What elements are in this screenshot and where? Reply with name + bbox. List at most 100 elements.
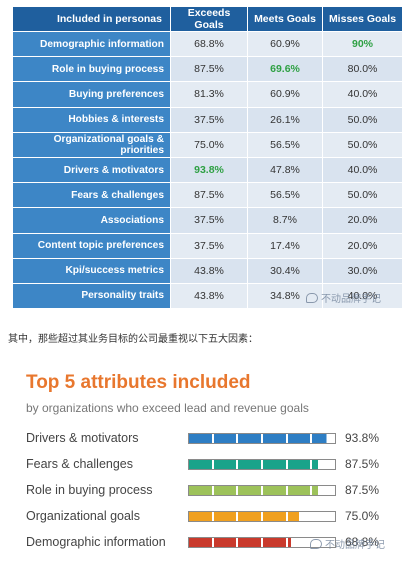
chart-bar [188,433,336,444]
chart-bar-segment [189,434,214,443]
chart-bar-segment [213,512,239,521]
chart-bar-segment [238,486,264,495]
chart-bar-segment [312,460,335,469]
table-cell: 56.5% [247,131,323,158]
table-cell: 43.8% [170,282,248,310]
table-row: Content topic preferences 37.5% 17.4% 20.0% [12,232,403,259]
chart-bar-segment [287,512,313,521]
chart-row: Demographic information 68.8% [0,532,403,554]
chart-bar-segment [263,512,288,521]
table-cell: 90% [322,30,403,58]
chart-value-label: 87.5% [345,483,380,497]
table-header-row: Included in personas Exceeds Goals Meets… [12,6,403,32]
chart-bar-segment [312,512,335,521]
chart-category-label: Demographic information [26,535,166,549]
table-cell: 60.9% [247,81,323,108]
chart-bar-segment [189,538,214,547]
chart-category-label: Organizational goals [26,509,140,523]
row-label: Personality traits [12,282,171,310]
chart-bar-segment [213,460,239,469]
chart-value-label: 68.8% [345,535,380,549]
header-exceeds-goals: Exceeds Goals [170,6,248,32]
table-row: Organizational goals & priorities 75.0% 56… [12,131,403,158]
wechat-icon [310,538,322,549]
table-cell: 93.8% [170,156,248,184]
table-cell: 80.0% [322,56,403,83]
table-row: Role in buying process 87.5% 69.6% 80.0% [12,56,403,83]
chart-bar-segment [238,538,264,547]
chart-value-label: 87.5% [345,457,380,471]
wechat-icon [306,292,318,303]
chart-bar [188,485,336,496]
chart-bar-segment [263,460,288,469]
table-row: Drivers & motivators 93.8% 47.8% 40.0% [12,156,403,184]
chart-bar-segment [287,434,313,443]
chart-category-label: Drivers & motivators [26,431,139,445]
chart-bar-segment [312,538,335,547]
chart-bar-segment [312,434,335,443]
chart-bar [188,537,336,548]
chart-bar-segment [287,460,313,469]
chart-bar-segment [238,434,264,443]
row-label: Organizational goals & priorities [12,131,171,158]
chart-row: Drivers & motivators 93.8% [0,428,403,450]
table-cell: 8.7% [247,207,323,234]
watermark-text: 不动品牌手记 [321,294,381,305]
table-cell: 20.0% [322,232,403,259]
chart-bar-segment [287,538,313,547]
watermark-text: 不动品牌手记 [325,540,385,551]
chart-bar [188,511,336,522]
chart-bar-segment [213,486,239,495]
header-meets-goals: Meets Goals [247,6,323,32]
row-label: Fears & challenges [12,182,171,209]
table-cell: 50.0% [322,131,403,158]
table-row: Associations 37.5% 8.7% 20.0% [12,207,403,234]
table-cell: 43.8% [170,257,248,284]
top-attributes-chart: Top 5 attributes included by organizatio… [0,350,403,565]
table-cell: 37.5% [170,232,248,259]
table-cell: 30.0% [322,257,403,284]
row-label: Associations [12,207,171,234]
chart-row: Fears & challenges 87.5% [0,454,403,476]
watermark-bottom: 不动品牌手记 [310,536,385,551]
table-cell: 30.4% [247,257,323,284]
table-cell: 20.0% [322,207,403,234]
chart-subtitle: by organizations who exceed lead and rev… [26,401,309,415]
chart-bar-segment [213,434,239,443]
chart-bar-segment [238,460,264,469]
table-cell: 40.0% [322,81,403,108]
table-cell: 50.0% [322,182,403,209]
chart-row: Role in buying process 87.5% [0,480,403,502]
chart-value-label: 75.0% [345,509,380,523]
table-cell: 40.0% [322,282,403,310]
table-cell: 75.0% [170,131,248,158]
chart-bar-segment [213,538,239,547]
row-label: Buying preferences [12,81,171,108]
chart-bar-segment [189,486,214,495]
caption-text: 其中，那些超过其业务目标的公司最重视以下五大因素： [8,334,258,345]
table-cell: 40.0% [322,156,403,184]
table-cell: 50.0% [322,106,403,133]
header-included-in-personas: Included in personas [12,6,171,32]
row-label: Drivers & motivators [12,156,171,184]
table-row: Fears & challenges 87.5% 56.5% 50.0% [12,182,403,209]
chart-bar-segment [287,486,313,495]
watermark: 不动品牌手记 [306,290,381,305]
table-cell: 69.6% [247,56,323,83]
table-cell: 60.9% [247,30,323,58]
table-cell: 47.8% [247,156,323,184]
chart-value-label: 93.8% [345,431,380,445]
row-label: Hobbies & interests [12,106,171,133]
table-cell: 17.4% [247,232,323,259]
row-label: Content topic preferences [12,232,171,259]
personas-table-container: Included in personas Exceeds Goals Meets… [12,6,403,310]
chart-bar-segment [263,434,288,443]
table-row: Personality traits 43.8% 34.8% 40.0% [12,282,403,310]
table-cell: 37.5% [170,106,248,133]
chart-bar-segment [189,460,214,469]
table-cell: 87.5% [170,182,248,209]
chart-title: Top 5 attributes included [26,372,251,393]
table-cell: 37.5% [170,207,248,234]
chart-bar-segment [189,512,214,521]
table-cell: 26.1% [247,106,323,133]
